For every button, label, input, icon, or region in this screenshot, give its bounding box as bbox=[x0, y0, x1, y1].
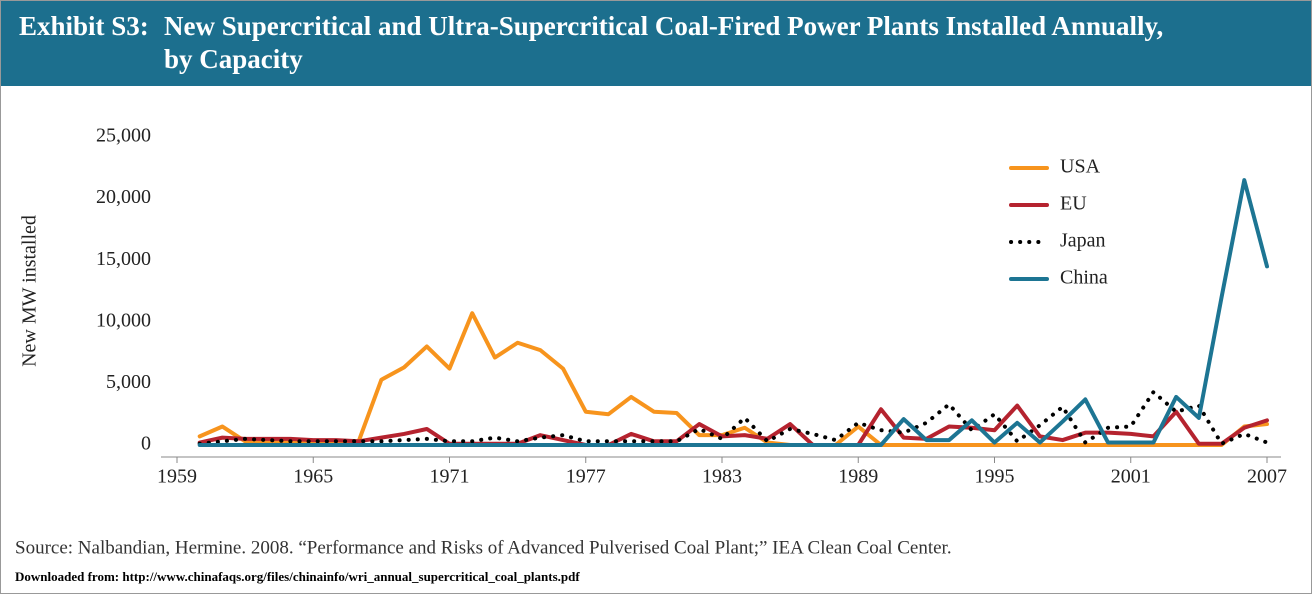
y-tick-label: 20,000 bbox=[96, 186, 151, 208]
header-band bbox=[1, 1, 1311, 86]
legend-label: EU bbox=[1060, 193, 1087, 215]
x-tick-label: 2001 bbox=[1111, 466, 1151, 488]
y-tick-label: 0 bbox=[141, 433, 151, 455]
y-tick-label: 10,000 bbox=[96, 309, 151, 331]
exhibit-label: Exhibit S3: bbox=[19, 11, 149, 41]
x-tick-label: 2007 bbox=[1247, 466, 1287, 488]
legend-label: China bbox=[1060, 267, 1108, 289]
source-note: Source: Nalbandian, Hermine. 2008. “Perf… bbox=[15, 537, 952, 558]
chart-title: New Supercritical and Ultra-Supercritica… bbox=[164, 11, 1163, 41]
download-note: Downloaded from: http://www.chinafaqs.or… bbox=[15, 569, 580, 584]
x-tick-label: 1983 bbox=[702, 466, 742, 488]
series-line bbox=[197, 390, 1269, 446]
series-line bbox=[197, 311, 1269, 447]
x-tick-label: 1971 bbox=[430, 466, 470, 488]
x-tick-label: 1995 bbox=[975, 466, 1015, 488]
y-tick-label: 15,000 bbox=[96, 248, 151, 270]
y-tick-label: 25,000 bbox=[96, 125, 151, 147]
x-tick-label: 1989 bbox=[838, 466, 878, 488]
legend-label: USA bbox=[1060, 156, 1101, 178]
x-tick-label: 1959 bbox=[157, 466, 197, 488]
y-axis-label: New MW installed bbox=[19, 215, 41, 367]
series-line bbox=[197, 178, 1269, 447]
x-tick-label: 1965 bbox=[293, 466, 333, 488]
legend-label: Japan bbox=[1060, 230, 1106, 252]
y-tick-label: 5,000 bbox=[106, 371, 151, 393]
x-tick-label: 1977 bbox=[566, 466, 606, 488]
series-line bbox=[197, 403, 1269, 447]
chart-title: by Capacity bbox=[164, 44, 303, 74]
